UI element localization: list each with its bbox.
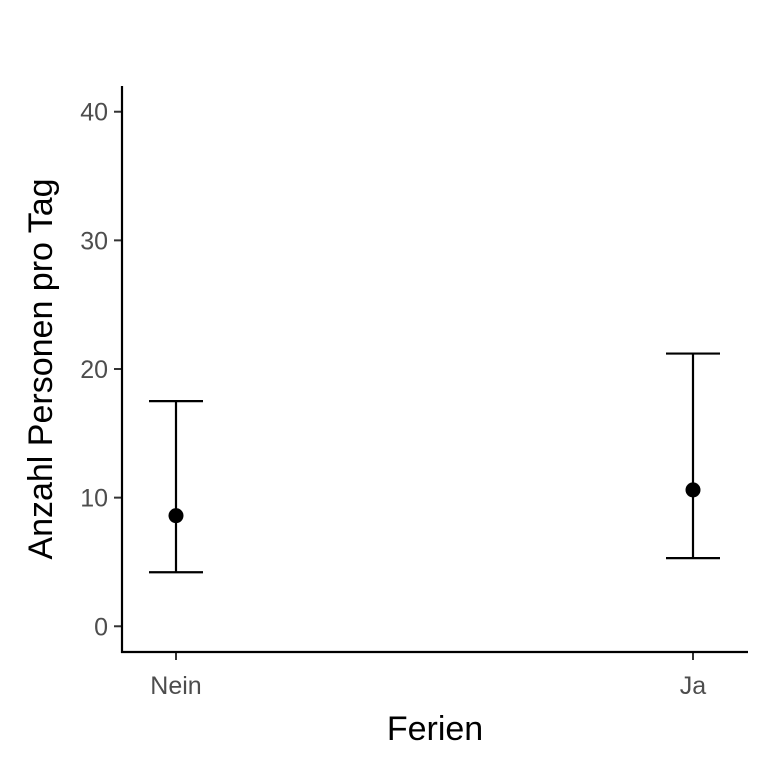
x-axis-ticks: Nein Ja — [150, 652, 706, 700]
y-axis-ticks: 0 10 20 30 40 — [80, 99, 122, 641]
y-tick-label: 0 — [94, 613, 108, 641]
y-tick-label: 10 — [80, 485, 108, 513]
x-axis-title: Ferien — [387, 710, 483, 748]
mean-point — [685, 482, 701, 498]
y-tick-label: 40 — [80, 99, 108, 127]
plot-marks — [149, 352, 720, 574]
y-axis-title: Anzahl Personen pro Tag — [22, 178, 60, 559]
y-tick-label: 20 — [80, 356, 108, 384]
x-tick-label: Nein — [150, 672, 201, 700]
mean-point — [168, 508, 184, 524]
y-tick-label: 30 — [80, 227, 108, 255]
x-tick-label: Ja — [680, 672, 707, 700]
